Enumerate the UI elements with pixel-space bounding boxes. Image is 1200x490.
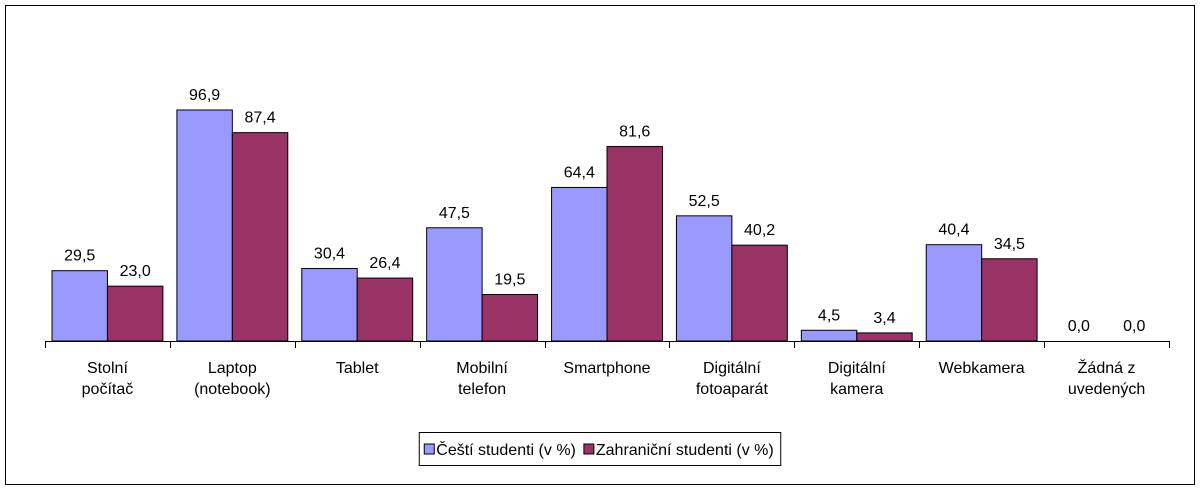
bar	[356, 277, 414, 342]
bar	[800, 329, 858, 342]
value-label: 0,0	[1123, 318, 1145, 335]
value-label: 47,5	[439, 205, 470, 222]
legend-swatch	[583, 443, 595, 455]
value-label: 30,4	[314, 246, 345, 263]
x-tick-label: Laptop (notebook)	[194, 360, 271, 398]
bar	[176, 109, 233, 342]
x-tick-label: Smartphone	[563, 360, 651, 377]
x-tick-label: Tablet	[335, 360, 379, 377]
value-label: 40,2	[744, 222, 775, 239]
legend-label: Čeští studenti (v %)	[436, 440, 576, 459]
value-label: 34,5	[994, 236, 1025, 253]
value-label: 4,5	[818, 307, 840, 324]
value-label: 3,4	[873, 310, 895, 327]
bar	[856, 332, 913, 342]
value-label: 52,5	[689, 193, 720, 210]
bar	[981, 258, 1038, 342]
bar	[606, 145, 663, 342]
value-label: 0,0	[1068, 318, 1090, 335]
bar	[106, 285, 164, 342]
value-label: 26,4	[369, 255, 400, 272]
bar	[301, 268, 358, 342]
bar	[231, 132, 289, 342]
x-tick-label: Digitální kamera	[827, 360, 886, 398]
bar	[675, 215, 733, 342]
value-label: 40,4	[938, 222, 969, 239]
value-label: 87,4	[244, 110, 275, 127]
bar	[426, 227, 483, 342]
value-label: 19,5	[494, 272, 525, 289]
x-tick-label: Mobilní telefon	[456, 360, 508, 398]
bar	[731, 244, 788, 342]
x-tick-label: Webkamera	[938, 360, 1025, 377]
bar	[551, 186, 608, 342]
legend-swatch	[423, 443, 435, 455]
x-tick-label: Stolní počítač	[81, 360, 134, 398]
value-label: 81,6	[619, 123, 650, 140]
value-label: 64,4	[564, 164, 595, 181]
bar	[481, 294, 539, 342]
bar	[925, 244, 983, 342]
legend-label: Zahraniční studenti (v %)	[596, 442, 774, 459]
x-tick-label: Digitální fotoaparát	[695, 360, 768, 398]
bar	[51, 270, 108, 342]
value-label: 23,0	[120, 263, 151, 280]
x-tick-label: Žádná z uvedených	[1067, 360, 1146, 398]
value-label: 29,5	[64, 248, 95, 265]
legend	[418, 432, 782, 466]
value-label: 96,9	[189, 87, 220, 104]
